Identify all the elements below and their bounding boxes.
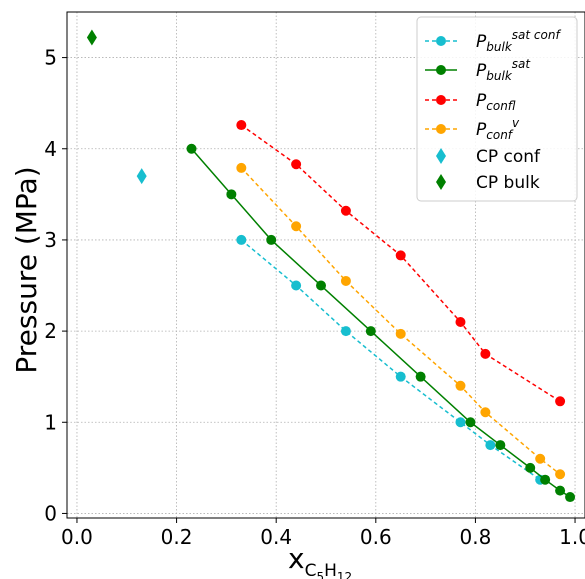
y-tick-label: 0	[44, 501, 57, 525]
data-point	[565, 492, 576, 503]
series-0	[236, 234, 546, 485]
series-line	[240, 239, 541, 481]
y-tick-label: 3	[44, 228, 57, 252]
x-tick-label: 0.6	[360, 525, 392, 549]
data-point	[395, 250, 406, 261]
legend-box	[416, 16, 578, 202]
data-point	[415, 371, 426, 382]
x-axis-label-sub-5: 5	[316, 570, 324, 579]
legend-label: Pconfv	[476, 116, 520, 142]
legend-item: CP conf	[436, 147, 541, 167]
legend-label: CP conf	[476, 147, 541, 167]
legend-label: Pbulksat	[476, 57, 531, 83]
data-point	[236, 120, 247, 131]
legend-item: CP bulk	[436, 173, 540, 193]
x-tick-label: 0.4	[260, 525, 292, 549]
legend-label: Pbulksat conf	[476, 28, 561, 54]
y-tick-label: 1	[44, 410, 57, 434]
data-point	[340, 326, 351, 337]
data-point	[455, 417, 466, 428]
data-point	[525, 462, 536, 473]
data-point	[236, 162, 247, 173]
legend-label: CP bulk	[476, 173, 540, 193]
data-point	[555, 485, 566, 496]
data-point	[86, 29, 97, 46]
x-axis-label-base: x	[288, 542, 305, 575]
data-point	[555, 469, 566, 480]
x-axis-label-sub-c: C	[305, 561, 317, 579]
data-point	[555, 396, 566, 407]
data-point	[480, 348, 491, 359]
data-point	[291, 159, 302, 170]
y-axis-label: Pressure (MPa)	[10, 166, 43, 373]
series-2	[236, 120, 566, 407]
data-point	[291, 221, 302, 232]
x-tick-label: 0.8	[460, 525, 492, 549]
legend: Pbulksat conf Pbulksat Pconfl Pconfv CP conf…	[416, 16, 578, 202]
legend-marker	[436, 36, 446, 46]
data-point	[316, 280, 327, 291]
data-point	[340, 205, 351, 216]
legend-item: Pconfl	[425, 91, 516, 113]
data-point	[535, 453, 546, 464]
data-point	[226, 189, 237, 200]
y-tick-label: 2	[44, 319, 57, 343]
legend-item: Pconfv	[425, 116, 520, 142]
grid-lines	[67, 12, 585, 518]
y-tick-label: 5	[44, 46, 57, 70]
x-tick-label: 0.2	[161, 525, 193, 549]
series-3	[236, 162, 566, 480]
data-point	[186, 143, 197, 154]
x-axis-label-sub-12: 12	[337, 570, 352, 579]
x-axis-label-sub-h: H	[324, 561, 337, 579]
x-tick-label: 1.0	[559, 525, 585, 549]
plot-frame	[66, 11, 585, 519]
data-point	[455, 380, 466, 391]
legend-marker	[436, 148, 446, 164]
legend-item: Pbulksat	[425, 57, 531, 83]
legend-marker	[436, 174, 446, 190]
series-5	[86, 29, 97, 46]
series-1	[186, 143, 576, 503]
data-point	[395, 328, 406, 339]
legend-label: Pconfl	[476, 91, 516, 113]
data-point	[395, 371, 406, 382]
data-point	[455, 316, 466, 327]
data-point	[136, 168, 147, 185]
data-point	[495, 440, 506, 451]
x-axis-label: xC5H12	[288, 542, 352, 579]
legend-marker	[436, 95, 446, 105]
data-point	[340, 275, 351, 286]
data-point	[485, 440, 496, 451]
data-point	[365, 326, 376, 337]
legend-item: Pbulksat conf	[425, 28, 561, 54]
legend-marker	[436, 124, 446, 134]
data-point	[266, 234, 277, 245]
data-point	[465, 417, 476, 428]
data-point	[236, 234, 247, 245]
x-tick-label: 0.0	[61, 525, 93, 549]
series-line	[240, 167, 561, 475]
y-tick-label: 4	[44, 137, 57, 161]
axis-ticks: 0.0 0.2 0.4 0.6 0.8 1.0 0 1 2 3 4 5	[44, 46, 585, 549]
legend-marker	[436, 65, 446, 75]
data-point	[291, 280, 302, 291]
data-point	[480, 407, 491, 418]
data-point	[540, 474, 551, 485]
series-layer	[86, 29, 576, 503]
series-4	[136, 168, 147, 185]
